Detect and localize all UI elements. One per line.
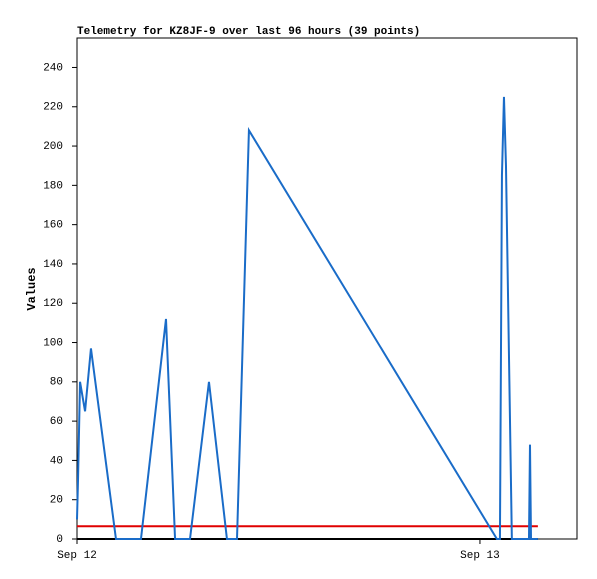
y-tick-label: 140	[43, 259, 63, 271]
y-tick-label: 80	[50, 377, 63, 389]
y-tick-label: 60	[50, 416, 63, 428]
x-tick-label: Sep 12	[57, 550, 97, 562]
y-tick-label: 220	[43, 102, 63, 114]
y-axis-label: Values	[25, 267, 39, 310]
y-tick-label: 120	[43, 298, 63, 310]
y-tick-label: 100	[43, 337, 63, 349]
y-tick-label: 240	[43, 62, 63, 74]
y-tick-label: 40	[50, 455, 63, 467]
x-tick-label: Sep 13	[460, 550, 500, 562]
y-tick-label: 20	[50, 495, 63, 507]
y-tick-label: 180	[43, 180, 63, 192]
chart-title: Telemetry for KZ8JF-9 over last 96 hours…	[77, 26, 420, 38]
y-tick-label: 0	[56, 534, 63, 546]
y-tick-label: 200	[43, 141, 63, 153]
data-line	[76, 96, 538, 540]
y-tick-label: 160	[43, 220, 63, 232]
